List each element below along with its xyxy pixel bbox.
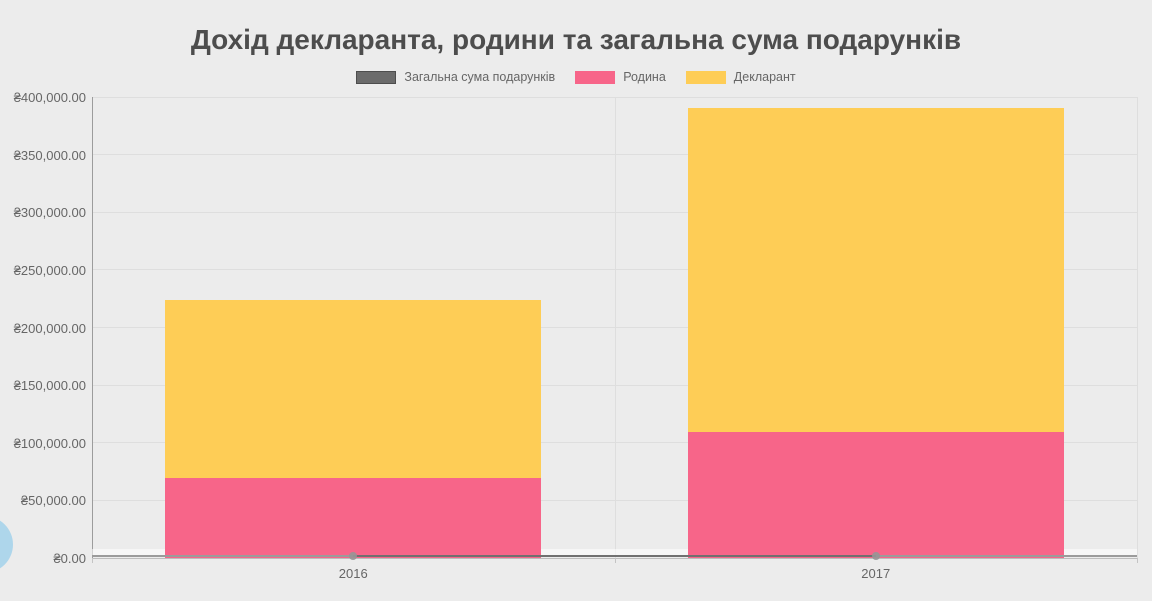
y-axis-tick-label: ₴100,000.00: [13, 435, 86, 451]
legend-swatch: [356, 70, 397, 84]
legend-label: Загальна сума подарунків: [404, 70, 556, 84]
y-axis-tick-label: ₴250,000.00: [13, 262, 86, 278]
y-axis-tick-label: ₴200,000.00: [13, 320, 86, 336]
legend-label: Родина: [623, 70, 666, 84]
y-axis-tick-label: ₴400,000.00: [13, 90, 86, 105]
legend-item-1[interactable]: Родина: [575, 70, 666, 84]
line-series-zahalna-suma-podarunkiv: [353, 555, 876, 558]
x-axis-tick: [92, 558, 93, 563]
axis-baseline: [92, 555, 1137, 558]
y-axis-tick-label: ₴300,000.00: [13, 205, 86, 221]
bar-segment-rodyna-2016[interactable]: [165, 478, 542, 558]
legend-item-2[interactable]: Декларант: [685, 70, 796, 84]
axis-glow-band: [92, 549, 1137, 556]
line-point-2016[interactable]: [349, 552, 358, 561]
x-axis-tick: [1137, 558, 1138, 563]
bar-segment-rodyna-2017[interactable]: [687, 432, 1064, 558]
y-axis-line: [92, 97, 93, 558]
bar-segment-deklarant-2016[interactable]: [165, 300, 542, 479]
y-axis-tick-label: ₴350,000.00: [13, 147, 86, 163]
x-gridline: [1137, 97, 1138, 558]
x-axis-tick: [614, 558, 616, 563]
bar-segment-deklarant-2017[interactable]: [687, 107, 1064, 433]
chart-legend: Загальна сума подарунків Родина Декларант: [0, 70, 1152, 84]
line-point-2017[interactable]: [871, 552, 880, 561]
legend-item-0[interactable]: Загальна сума подарунків: [356, 70, 555, 84]
legend-label: Декларант: [733, 70, 796, 84]
x-axis-tick-label: 2016: [338, 566, 368, 581]
chart-title: Дохід декларанта, родини та загальна сум…: [190, 24, 962, 55]
legend-swatch: [685, 70, 726, 84]
legend-swatch: [575, 70, 616, 84]
y-axis-tick-label: ₴50,000.00: [20, 493, 86, 509]
y-axis-tick-label: ₴0.00: [53, 551, 86, 566]
x-axis-tick-label: 2017: [861, 566, 891, 581]
y-axis-tick-label: ₴150,000.00: [13, 378, 86, 394]
x-gridline: [614, 97, 616, 558]
